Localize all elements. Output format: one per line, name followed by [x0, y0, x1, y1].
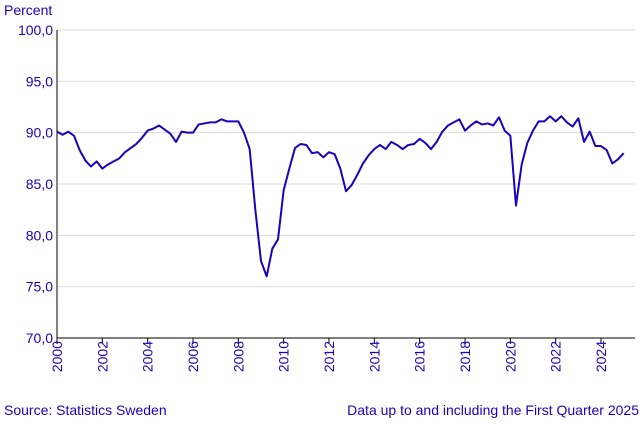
x-tick-label: 2000 [49, 341, 65, 372]
source-note: Source: Statistics Sweden [4, 402, 167, 418]
x-tick-label: 2016 [412, 341, 428, 372]
x-tick-label: 2020 [502, 341, 518, 372]
x-tick-label: 2010 [276, 341, 292, 372]
x-axis-ticks: 2000 2002 2004 2006 2008 2010 2012 2014 2016 2018… [49, 338, 609, 372]
gridlines [57, 29, 635, 288]
x-tick-label: 2002 [94, 341, 110, 372]
y-axis-label: Percent [4, 2, 52, 18]
x-tick-label: 2022 [548, 341, 564, 372]
y-tick-label: 95,0 [26, 73, 53, 89]
y-tick-label: 80,0 [26, 227, 53, 243]
y-axis-ticks: 70,0 75,0 80,0 85,0 90,0 95,0 100,0 [18, 22, 53, 346]
x-tick-label: 2008 [230, 341, 246, 372]
data-coverage-note: Data up to and including the First Quart… [347, 402, 639, 418]
x-tick-label: 2018 [457, 341, 473, 372]
y-tick-label: 90,0 [26, 125, 53, 141]
x-tick-label: 2004 [140, 341, 156, 372]
series-line [56, 115, 625, 278]
y-tick-label: 75,0 [26, 279, 53, 295]
series-group [56, 115, 625, 278]
y-tick-label: 70,0 [26, 330, 53, 346]
y-tick-label: 85,0 [26, 176, 53, 192]
x-tick-label: 2014 [366, 341, 382, 372]
y-tick-label: 100,0 [18, 22, 53, 38]
x-tick-label: 2024 [593, 341, 609, 372]
x-tick-label: 2012 [321, 341, 337, 372]
x-tick-label: 2006 [185, 341, 201, 372]
